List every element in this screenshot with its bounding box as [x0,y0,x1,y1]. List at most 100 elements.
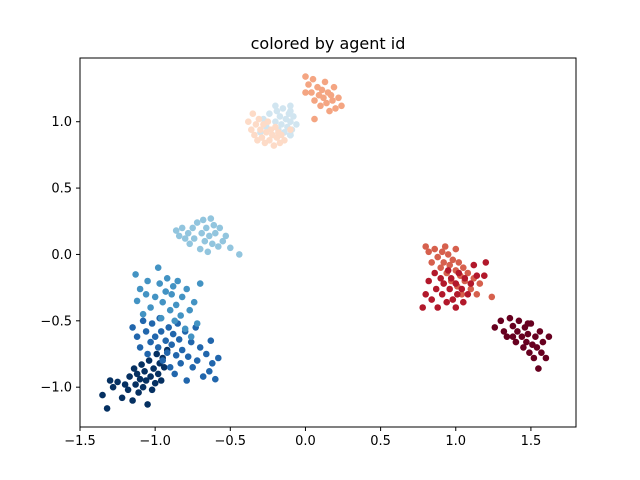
scatter-point-s5-16 [270,142,278,149]
scatter-point-s5-2 [249,110,257,117]
scatter-point-s2-15 [168,291,175,298]
scatter-point-s8-22 [467,280,475,287]
scatter-point-s0-10 [130,365,138,372]
scatter-point-s2-18 [172,301,180,309]
scatter-point-s9-8 [515,317,523,325]
scatter-point-s1-2 [136,344,144,351]
scatter-point-s3-17 [209,240,216,248]
scatter-point-s3-23 [222,232,230,240]
scatter-point-s8-18 [458,285,466,293]
scatter-point-s2-24 [186,306,193,314]
scatter-point-s7-2 [428,259,436,266]
scatter-point-s7-20 [464,269,472,277]
scatter-point-s8-16 [454,291,461,298]
scatter-point-s0-28 [157,377,165,384]
scatter-point-s6-10 [321,78,329,86]
scatter-point-s6-20 [311,115,318,123]
scatter-point-s0-8 [126,373,133,380]
scatter-point-s4-17 [290,113,297,120]
scatter-point-s8-0 [419,304,427,311]
scatter-point-s9-12 [523,338,530,346]
x-axis: −1.5 −1.0 −0.5 0.0 0.5 1.0 1.5 [64,427,541,449]
scatter-point-s5-12 [264,118,272,125]
scatter-point-s6-15 [329,97,336,104]
scatter-point-s1-8 [151,333,159,341]
scatter-point-s3-15 [206,232,213,240]
scatter-point-s8-10 [443,298,451,306]
scatter-point-s2-2 [136,285,144,293]
scatter-point-s2-11 [159,298,166,306]
scatter-point-s2-7 [151,293,159,301]
scatter-point-s7-9 [444,251,452,258]
scatter-point-s3-20 [215,243,222,250]
scatter-point-s1-19 [171,370,178,378]
scatter-point-s5-6 [255,115,263,123]
scatter-point-s2-26 [190,298,198,306]
scatter-point-s0-26 [154,370,162,378]
scatter-point-s1-22 [175,336,183,343]
scatter-point-s5-0 [245,118,252,125]
scatter-point-s2-6 [147,304,154,311]
scatter-point-s2-9 [156,280,163,287]
scatter-point-s8-27 [452,304,460,311]
y-tick-label: 1.0 [51,115,72,130]
scatter-point-s3-6 [189,224,196,232]
y-tick-label: −1.0 [40,381,72,396]
scatter-point-s1-36 [207,337,215,345]
scatter-point-s0-3 [109,383,117,391]
scatter-point-s5-22 [281,137,288,144]
scatter-point-s4-10 [279,105,287,112]
scatter-point-s3-24 [227,244,234,252]
scatter-point-s6-17 [332,105,339,112]
scatter-point-s4-6 [273,107,281,115]
scatter-point-s6-11 [323,99,330,107]
scatter-point-s4-15 [287,118,294,125]
scatter-point-s4-20 [272,102,279,110]
scatter-point-s1-7 [148,320,156,327]
scatter-point-s7-10 [446,261,454,269]
scatter-point-s2-8 [154,264,162,272]
scatter-point-s1-3 [139,317,147,325]
scatter-point-s0-7 [124,386,132,394]
scatter-point-s8-6 [434,304,442,311]
scatter-point-s5-23 [287,126,294,133]
scatter-point-s0-13 [135,389,142,396]
scatter-point-s6-9 [320,94,327,102]
scatter-point-s1-39 [215,354,222,362]
scatter-point-s1-13 [162,337,169,345]
scatter-point-s0-0 [99,391,106,399]
scatter-point-s7-5 [437,264,445,272]
scatter-point-s7-26 [452,245,460,253]
scatter-point-s2-27 [193,320,201,327]
scatter-point-s1-11 [157,328,165,335]
scatter-point-s5-1 [248,126,255,133]
scatter-point-s3-25 [236,251,243,258]
scatter-point-s9-20 [535,365,542,372]
scatter-point-s6-21 [302,89,309,96]
scatter-point-s8-20 [461,275,469,282]
scatter-point-s7-15 [455,259,463,266]
scatter-point-s0-15 [138,361,145,368]
scatter-point-s1-33 [199,373,207,380]
scatter-point-s5-13 [266,137,273,144]
scatter-point-s2-1 [133,297,141,305]
scatter-point-s9-19 [533,344,541,351]
scatter-point-s9-9 [518,333,526,341]
scatter-point-s7-21 [467,285,475,293]
scatter-point-s1-23 [177,360,184,367]
scatter-point-s6-0 [302,73,309,80]
scatter-point-s3-1 [175,232,183,240]
scatter-point-s6-1 [305,81,312,88]
x-tick-label: −1.5 [64,434,96,449]
scatter-point-s9-4 [506,314,514,322]
scatter-point-s9-27 [509,333,517,341]
scatter-point-s7-23 [473,291,481,298]
scatter-point-s0-4 [114,378,121,386]
scatter-point-s2-23 [183,285,190,293]
scatter-point-s4-18 [293,121,300,128]
scatter-point-s0-21 [147,373,154,380]
scatter-point-s4-5 [272,118,279,125]
scatter-point-s9-17 [530,354,538,362]
scatter-point-s9-1 [497,317,505,325]
scatter-point-s0-22 [148,386,156,394]
